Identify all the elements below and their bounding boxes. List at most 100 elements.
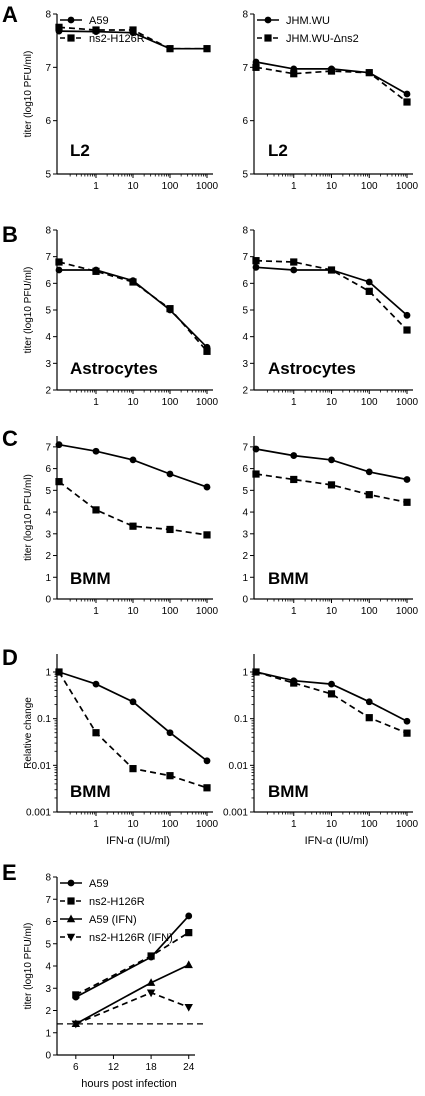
chart8-legend-label: ns2-H126R	[89, 896, 145, 908]
chart8-x-tick-label: 6	[73, 1062, 79, 1073]
chart1-data-point	[252, 58, 260, 66]
chart4-data-point	[166, 470, 174, 478]
chart2-x-tick-label: 1000	[196, 397, 219, 408]
chart6-y-tick-label: 0.01	[32, 761, 52, 772]
chart8-data-point	[184, 1003, 193, 1012]
chart8-series-line	[75, 964, 190, 1025]
chart7-y-tick-label: 0.001	[223, 808, 248, 819]
chart6-series-line	[58, 671, 208, 762]
chart7-x-tick-label: 1	[291, 819, 297, 830]
chart4-y-tick-label: 3	[45, 529, 51, 540]
chart7-data-point	[403, 717, 411, 725]
chart2-y-tick-label: 5	[45, 306, 51, 317]
chart1-legend-marker	[264, 34, 272, 42]
chart3-data-point	[403, 326, 411, 334]
chart1-x-tick-label: 1000	[396, 181, 419, 192]
chart3-x-tick-label: 100	[361, 397, 378, 408]
chart2-data-point	[55, 258, 63, 266]
chart4-y-tick-label: 2	[45, 551, 51, 562]
chart0-legend-marker	[67, 16, 75, 24]
chart3-series-line	[255, 266, 408, 316]
chart2-data-point	[92, 267, 100, 275]
chart4-x-tick-label: 1	[93, 606, 99, 617]
chart0-data-point	[203, 45, 211, 53]
chart2-y-tick-label: 2	[45, 386, 51, 397]
chart5-data-point	[290, 475, 298, 484]
chart1-data-point	[403, 98, 411, 106]
chart3-data-point	[252, 263, 260, 271]
chart5-cell-label: BMM	[268, 569, 309, 588]
chart8-y-tick-label: 4	[45, 962, 51, 973]
chart4-y-tick-label: 1	[45, 573, 51, 584]
chart1-data-point	[403, 90, 411, 98]
chart1-x-tick-label: 100	[361, 181, 378, 192]
chart6-data-point	[203, 784, 211, 792]
chart8-series-line	[75, 915, 190, 998]
chart5-x-tick-label: 1	[291, 606, 297, 617]
chart0-data-point	[55, 23, 63, 31]
chart5-x-tick-label: 100	[361, 606, 378, 617]
chart5-y-tick-label: 5	[242, 486, 248, 497]
chart2-y-tick-label: 7	[45, 252, 51, 263]
chart3-y-tick-label: 3	[242, 359, 248, 370]
chart8-y-tick-label: 8	[45, 873, 51, 884]
chart4-series-line	[58, 480, 208, 536]
chart1-legend-marker	[264, 16, 272, 24]
chart8-y-tick-label: 5	[45, 939, 51, 950]
chart1-data-point	[365, 69, 373, 77]
chart0-data-point	[129, 26, 137, 34]
chart3-data-point	[365, 278, 373, 286]
chart8-y-tick-label: 3	[45, 984, 51, 995]
chart1-x-tick-label: 1	[291, 181, 297, 192]
chart8-series-line	[75, 991, 190, 1025]
chart6-x-tick-label: 100	[162, 819, 179, 830]
chart7-data-point	[403, 729, 411, 737]
chart2-y-tick-label: 3	[45, 359, 51, 370]
chart3-y-tick-label: 8	[242, 226, 248, 237]
chart8-legend-marker	[67, 879, 75, 887]
chart0-y-axis-title: titer (log10 PFU/ml)	[23, 51, 34, 138]
chart6-x-tick-label: 10	[127, 819, 139, 830]
chart7-y-tick-label: 0.1	[234, 714, 248, 725]
chart8-data-point	[147, 952, 155, 960]
chart3-data-point	[290, 266, 298, 274]
chart6-data-point	[129, 698, 137, 706]
chart5-y-tick-label: 1	[242, 573, 248, 584]
chart5-data-point	[365, 468, 373, 476]
chart6-data-point	[166, 729, 174, 737]
chart8-data-point	[146, 989, 156, 998]
chart8-x-tick-label: 18	[146, 1062, 158, 1073]
chart3-x-tick-label: 10	[326, 397, 338, 408]
chart3-data-point	[290, 258, 298, 266]
chart8-legend-label: A59 (IFN)	[89, 914, 137, 926]
chart8-data-point	[185, 929, 193, 937]
chart5-data-point	[327, 481, 336, 489]
chart2-y-axis-title: titer (log10 PFU/ml)	[23, 267, 34, 354]
chart6-data-point	[203, 757, 211, 765]
chart6-data-point	[55, 668, 63, 676]
chart5-data-point	[290, 452, 298, 459]
chart4-data-point	[92, 506, 100, 514]
chart8-y-tick-label: 1	[45, 1028, 51, 1039]
chart0-legend-label: ns2-H126R	[89, 33, 145, 45]
chart2-data-point	[166, 305, 174, 313]
chart6-data-point	[129, 765, 137, 773]
chart5-data-point	[328, 456, 335, 464]
chart4-data-point	[92, 447, 100, 455]
chart2-data-point	[129, 278, 137, 286]
chart2-data-point	[203, 347, 211, 355]
chart7-data-point	[290, 679, 298, 687]
chart3-x-tick-label: 1	[291, 397, 297, 408]
chart3-y-tick-label: 4	[242, 332, 248, 343]
chart5-data-point	[365, 491, 373, 499]
chart0-cell-label: L2	[70, 141, 90, 160]
chart5-data-point	[252, 445, 260, 453]
chart1-series-line	[255, 66, 408, 103]
chart5-x-tick-label: 1000	[396, 606, 419, 617]
chart3-x-tick-label: 1000	[396, 397, 419, 408]
chart7-data-point	[328, 680, 335, 688]
chart0-x-tick-label: 1	[93, 181, 99, 192]
chart4-y-tick-label: 4	[45, 508, 51, 519]
chart4-series-line	[58, 443, 208, 488]
